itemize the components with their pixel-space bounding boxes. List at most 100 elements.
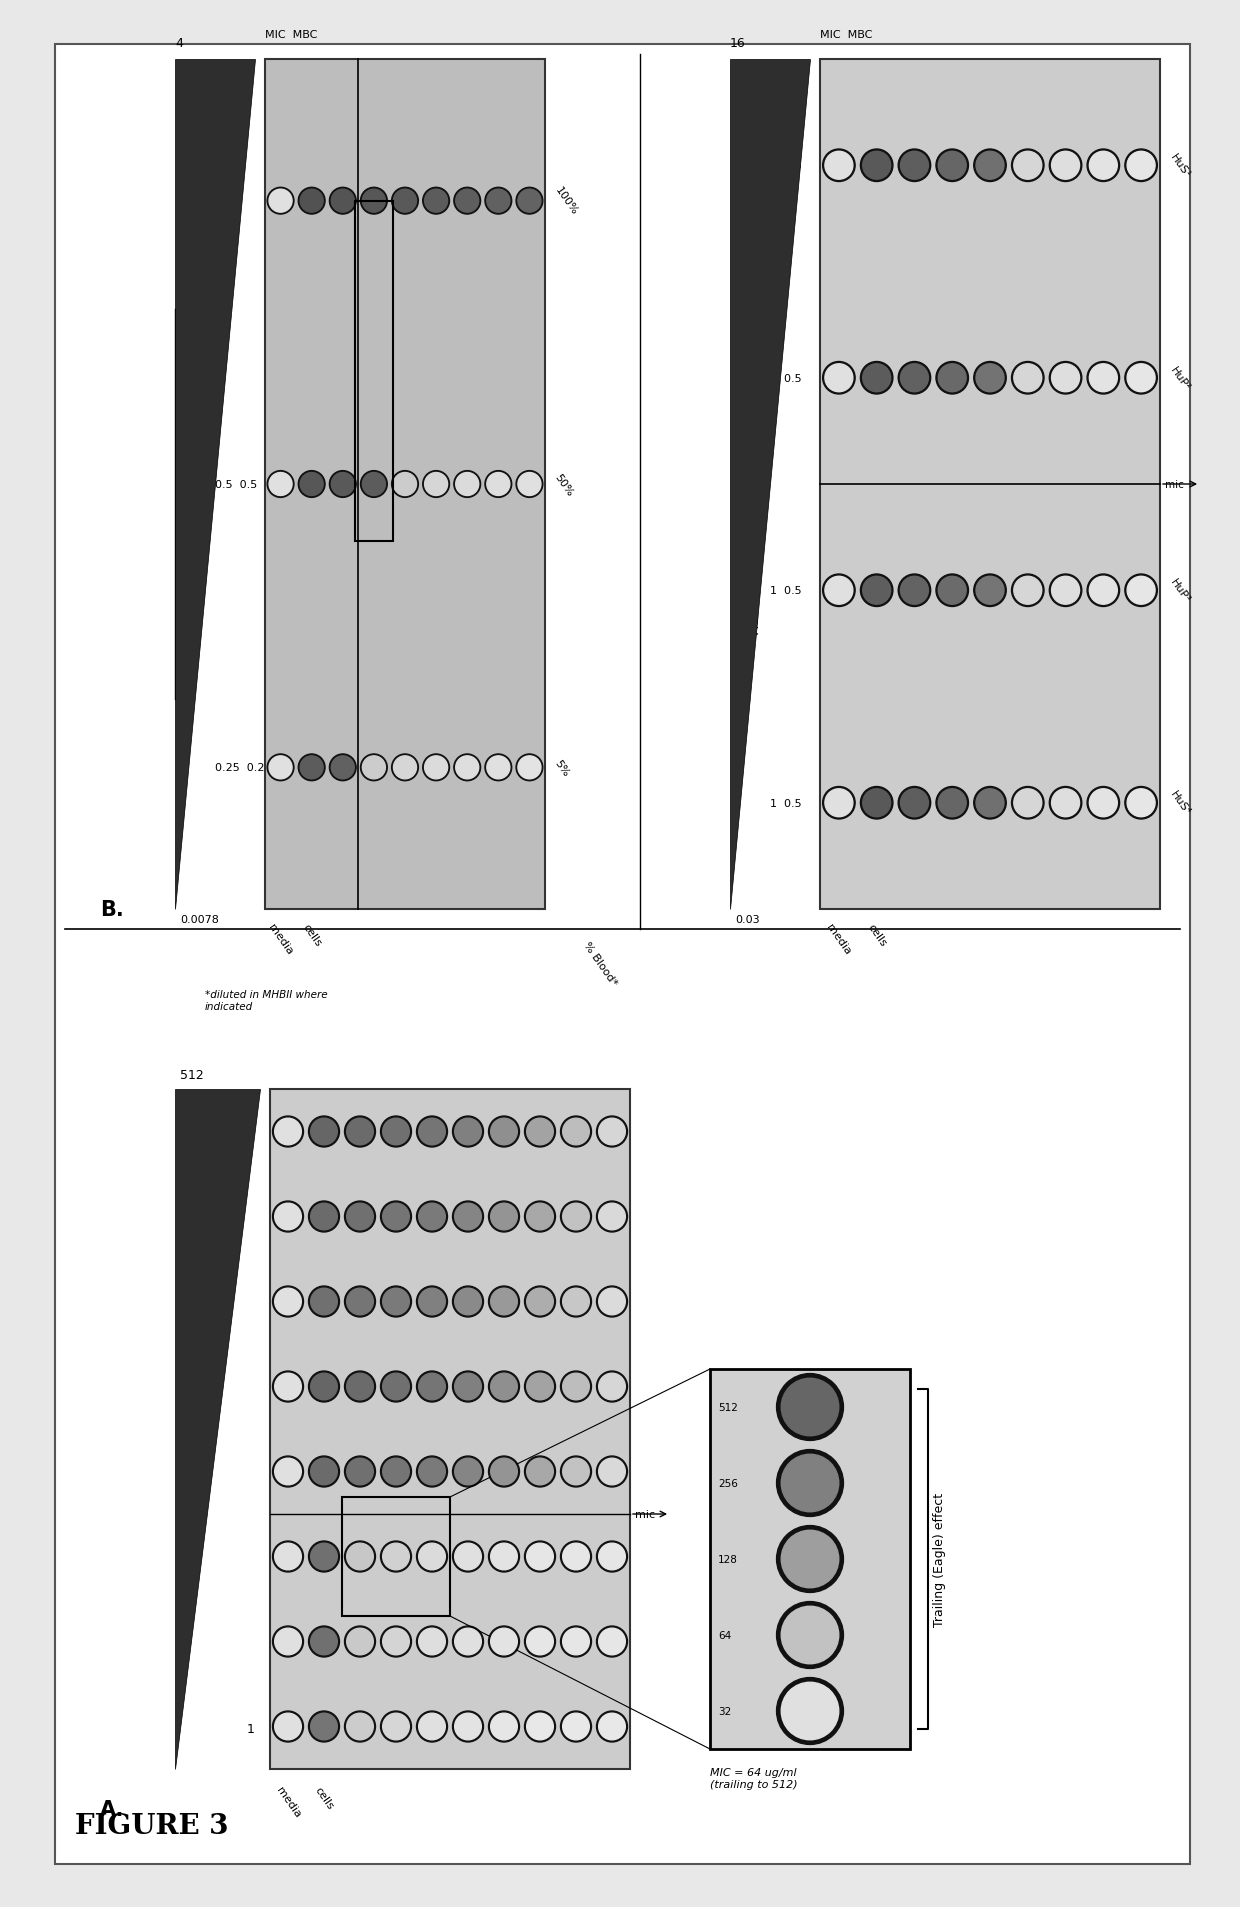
Circle shape	[936, 574, 968, 606]
Circle shape	[1014, 578, 1042, 605]
Text: B.: B.	[100, 900, 124, 919]
Circle shape	[560, 1541, 591, 1571]
Text: Human serum (HuS) and plasma (HuP): Human serum (HuS) and plasma (HuP)	[748, 364, 763, 635]
Circle shape	[525, 1287, 556, 1318]
Circle shape	[267, 755, 294, 782]
Circle shape	[453, 1541, 484, 1571]
Circle shape	[419, 1459, 445, 1486]
Text: [CF-301] (μg/ml): [CF-301] (μg/ml)	[184, 433, 196, 536]
Circle shape	[516, 471, 543, 498]
Circle shape	[1087, 788, 1120, 820]
Circle shape	[491, 1459, 517, 1486]
Text: mic: mic	[635, 1508, 655, 1520]
Circle shape	[489, 1201, 520, 1232]
Circle shape	[825, 789, 853, 818]
Circle shape	[383, 1543, 409, 1569]
Circle shape	[309, 1711, 340, 1743]
Circle shape	[599, 1373, 625, 1400]
Circle shape	[599, 1119, 625, 1146]
Circle shape	[362, 191, 386, 214]
Bar	[711, 1369, 910, 1749]
Circle shape	[381, 1287, 412, 1318]
Circle shape	[560, 1627, 591, 1657]
Circle shape	[423, 471, 449, 498]
Circle shape	[273, 1371, 304, 1402]
Circle shape	[419, 1373, 445, 1400]
Circle shape	[419, 1289, 445, 1316]
Circle shape	[898, 574, 931, 606]
Circle shape	[362, 473, 386, 496]
Circle shape	[596, 1541, 627, 1571]
Circle shape	[393, 473, 417, 496]
Circle shape	[525, 1711, 556, 1743]
Circle shape	[489, 1287, 520, 1318]
Circle shape	[560, 1116, 591, 1148]
Circle shape	[424, 473, 448, 496]
Circle shape	[560, 1287, 591, 1318]
Text: 100%: 100%	[553, 185, 579, 217]
Text: 0.25  0.25: 0.25 0.25	[215, 763, 272, 772]
Circle shape	[273, 1287, 304, 1318]
Text: % Blood*: % Blood*	[582, 940, 619, 988]
Text: 4: 4	[175, 36, 182, 50]
Circle shape	[347, 1203, 373, 1230]
Circle shape	[309, 1201, 340, 1232]
Circle shape	[331, 191, 355, 214]
Text: HuP²: HuP²	[1168, 364, 1192, 393]
Circle shape	[311, 1459, 337, 1486]
Circle shape	[1090, 578, 1117, 605]
Circle shape	[454, 189, 481, 215]
Circle shape	[455, 1289, 481, 1316]
Circle shape	[1127, 578, 1156, 605]
Circle shape	[381, 1541, 412, 1571]
Circle shape	[361, 189, 387, 215]
Circle shape	[485, 471, 512, 498]
Circle shape	[491, 1373, 517, 1400]
Circle shape	[781, 1682, 838, 1739]
Circle shape	[417, 1287, 448, 1318]
Circle shape	[417, 1201, 448, 1232]
Circle shape	[939, 789, 966, 818]
Circle shape	[311, 1203, 337, 1230]
Circle shape	[939, 153, 966, 179]
Circle shape	[781, 1606, 838, 1665]
Circle shape	[453, 1457, 484, 1487]
Circle shape	[309, 1287, 340, 1318]
Circle shape	[347, 1712, 373, 1739]
Text: media: media	[825, 921, 853, 955]
Circle shape	[1052, 364, 1080, 393]
Circle shape	[1125, 151, 1157, 183]
Text: MIC  MBC: MIC MBC	[265, 31, 317, 40]
Circle shape	[898, 362, 931, 395]
Circle shape	[976, 364, 1004, 393]
Circle shape	[455, 1459, 481, 1486]
Circle shape	[599, 1289, 625, 1316]
Circle shape	[275, 1119, 301, 1146]
Circle shape	[347, 1543, 373, 1569]
Text: HuS¹: HuS¹	[1168, 153, 1192, 179]
Circle shape	[299, 755, 325, 782]
Circle shape	[1049, 362, 1081, 395]
Circle shape	[392, 471, 418, 498]
Circle shape	[417, 1371, 448, 1402]
Circle shape	[861, 574, 893, 606]
Circle shape	[417, 1116, 448, 1148]
Text: [CF-301] (μg/ml): [CF-301] (μg/ml)	[181, 1371, 195, 1487]
Circle shape	[527, 1203, 553, 1230]
Circle shape	[489, 1371, 520, 1402]
Circle shape	[269, 757, 293, 780]
Circle shape	[516, 755, 543, 782]
Circle shape	[1052, 153, 1080, 179]
Circle shape	[424, 191, 448, 214]
Text: media: media	[267, 921, 295, 955]
Circle shape	[419, 1119, 445, 1146]
Circle shape	[518, 473, 541, 496]
Circle shape	[381, 1711, 412, 1743]
Circle shape	[898, 151, 931, 183]
Circle shape	[976, 153, 1004, 179]
Text: HuP³: HuP³	[1168, 578, 1192, 605]
Circle shape	[311, 1373, 337, 1400]
Text: 50%: 50%	[553, 471, 575, 498]
Circle shape	[563, 1459, 589, 1486]
Text: FIGURE 3: FIGURE 3	[74, 1812, 228, 1838]
